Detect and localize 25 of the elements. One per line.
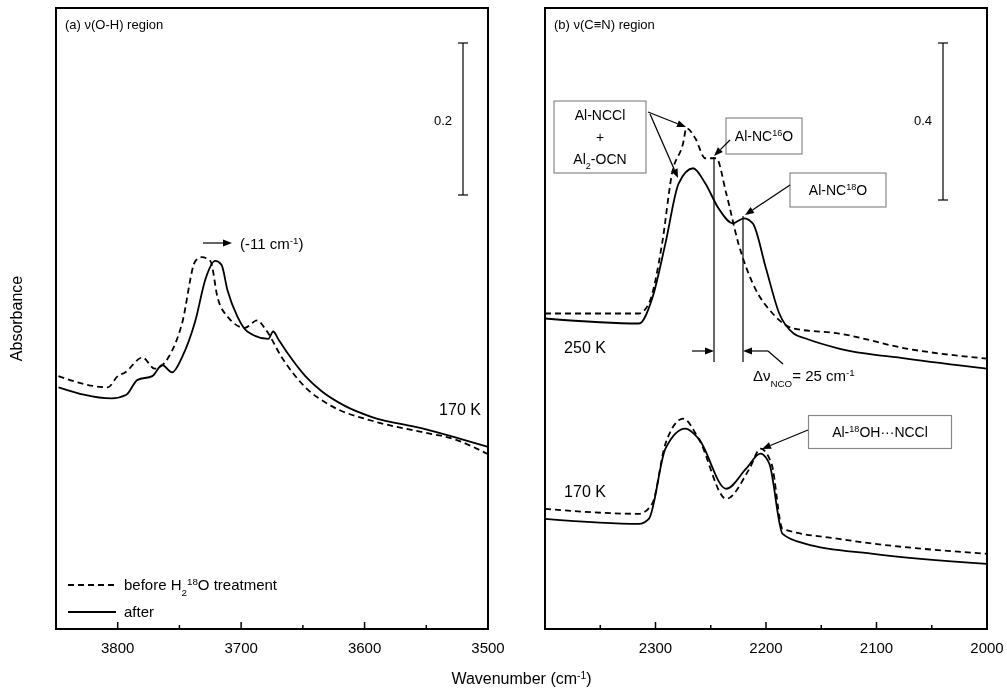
legend-label: before H$_{2}$$^{18}$O treatment xyxy=(124,575,278,598)
text: 0.4 xyxy=(913,113,932,128)
chart-title: (b) ν(C≡N) region xyxy=(554,17,655,32)
x-tick-label: 3700 xyxy=(224,639,258,656)
x-tick-label: 2300 xyxy=(638,639,673,656)
annotation: Al-$^{18}$OH···NCCl xyxy=(832,424,928,440)
annotation: 250 K xyxy=(564,339,607,356)
x-tick-label: 2200 xyxy=(749,639,783,656)
x-tick-label: 3500 xyxy=(471,639,505,656)
x-tick-label: 2000 xyxy=(970,639,1004,656)
annotation: Al-NC$^{18}$O xyxy=(808,182,868,198)
x-tick-label: 3800 xyxy=(101,639,135,656)
annotation: 170 K xyxy=(564,483,607,500)
x-tick-label: 3600 xyxy=(347,639,382,656)
text: (-11 cm$^{-1}$) xyxy=(240,234,304,252)
text: 0.2 xyxy=(433,113,452,128)
x-axis-title: Wavenumber (cm$^{-1}$) xyxy=(451,669,592,687)
legend-label: after xyxy=(124,603,155,620)
annotation: Al-NCCl + Al$_{2}$-OCN xyxy=(573,107,627,171)
chart-title: (a) ν(O-H) region xyxy=(65,17,164,32)
annotation: Al-NC$^{16}$O xyxy=(734,128,794,144)
annotation: 170 K xyxy=(439,401,482,418)
annotation: Δν$_{NCO}$= 25 cm$^{-1}$ xyxy=(753,366,855,389)
x-tick-label: 2100 xyxy=(859,639,894,656)
y-axis-title: Absorbance xyxy=(8,275,25,362)
